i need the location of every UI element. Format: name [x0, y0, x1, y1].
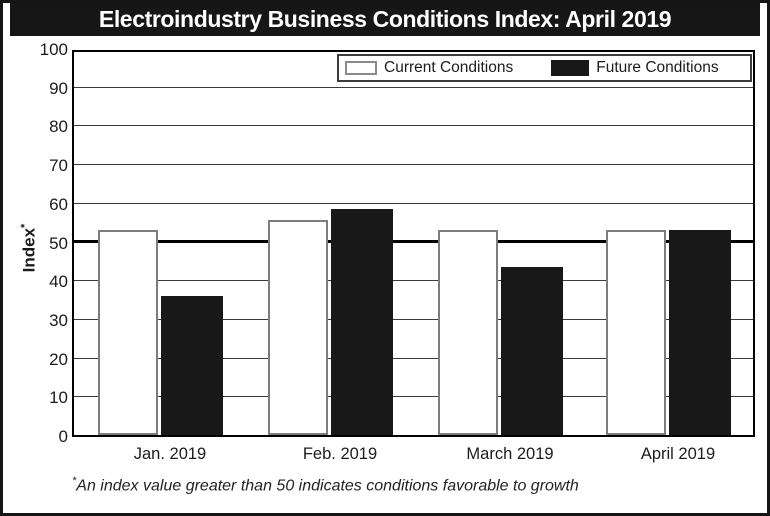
gridline-30	[74, 318, 753, 320]
x-tick-feb-2019: Feb. 2019	[302, 445, 378, 463]
y-tick-70: 70	[49, 156, 68, 176]
y-tick-90: 90	[49, 78, 68, 98]
gridline-20	[74, 357, 753, 359]
y-tick-0: 0	[58, 427, 68, 446]
legend: Current Conditions Future Conditions	[337, 54, 752, 82]
legend-swatch-future-conditions	[551, 60, 590, 76]
x-tick-jan-2019: Jan. 2019	[133, 445, 207, 463]
bar-current-conditions-march-2019	[438, 229, 498, 435]
legend-label-current-conditions: Current Conditions	[384, 59, 514, 76]
gridline-80	[74, 125, 753, 127]
y-axis-title-asterisk: *	[19, 223, 31, 228]
reference-line-50	[74, 240, 753, 243]
y-tick-20: 20	[49, 349, 68, 369]
footnote-asterisk: *	[72, 475, 77, 487]
chart-title-bar: Electroindustry Business Conditions Inde…	[10, 3, 760, 36]
y-tick-80: 80	[49, 117, 68, 137]
y-tick-100: 100	[39, 40, 68, 59]
bar-current-conditions-jan-2019	[98, 229, 158, 435]
y-tick-30: 30	[49, 310, 68, 330]
gridline-60	[74, 202, 753, 204]
x-tick-march-2019: March 2019	[466, 445, 554, 463]
bar-current-conditions-april-2019	[606, 229, 666, 435]
x-tick-april-2019: April 2019	[640, 445, 716, 463]
gridline-40	[74, 280, 753, 282]
bar-current-conditions-feb-2019	[268, 220, 328, 435]
legend-swatch-current-conditions	[345, 61, 377, 75]
bar-future-conditions-feb-2019	[331, 208, 393, 435]
y-tick-10: 10	[49, 388, 68, 408]
y-tick-60: 60	[49, 194, 68, 214]
plot-area: Current Conditions Future Conditions	[72, 50, 755, 437]
bar-future-conditions-april-2019	[669, 229, 731, 435]
y-tick-40: 40	[49, 272, 68, 292]
gridline-90	[74, 86, 753, 88]
y-tick-50: 50	[49, 233, 68, 253]
footnote-text: An index value greater than 50 indicates…	[76, 477, 579, 495]
gridline-70	[74, 164, 753, 166]
footnote: *An index value greater than 50 indicate…	[72, 475, 579, 495]
legend-label-future-conditions: Future Conditions	[596, 59, 719, 76]
gridline-10	[74, 396, 753, 398]
bar-future-conditions-march-2019	[501, 266, 563, 435]
chart-title: Electroindustry Business Conditions Inde…	[98, 6, 672, 32]
bar-future-conditions-jan-2019	[161, 295, 223, 435]
